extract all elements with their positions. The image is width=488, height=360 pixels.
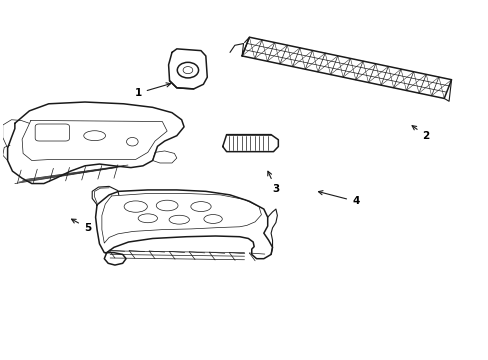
Text: 4: 4 bbox=[318, 191, 359, 206]
Text: 5: 5 bbox=[71, 219, 91, 233]
Text: 3: 3 bbox=[267, 171, 279, 194]
Text: 1: 1 bbox=[134, 83, 170, 98]
Text: 2: 2 bbox=[411, 126, 428, 141]
